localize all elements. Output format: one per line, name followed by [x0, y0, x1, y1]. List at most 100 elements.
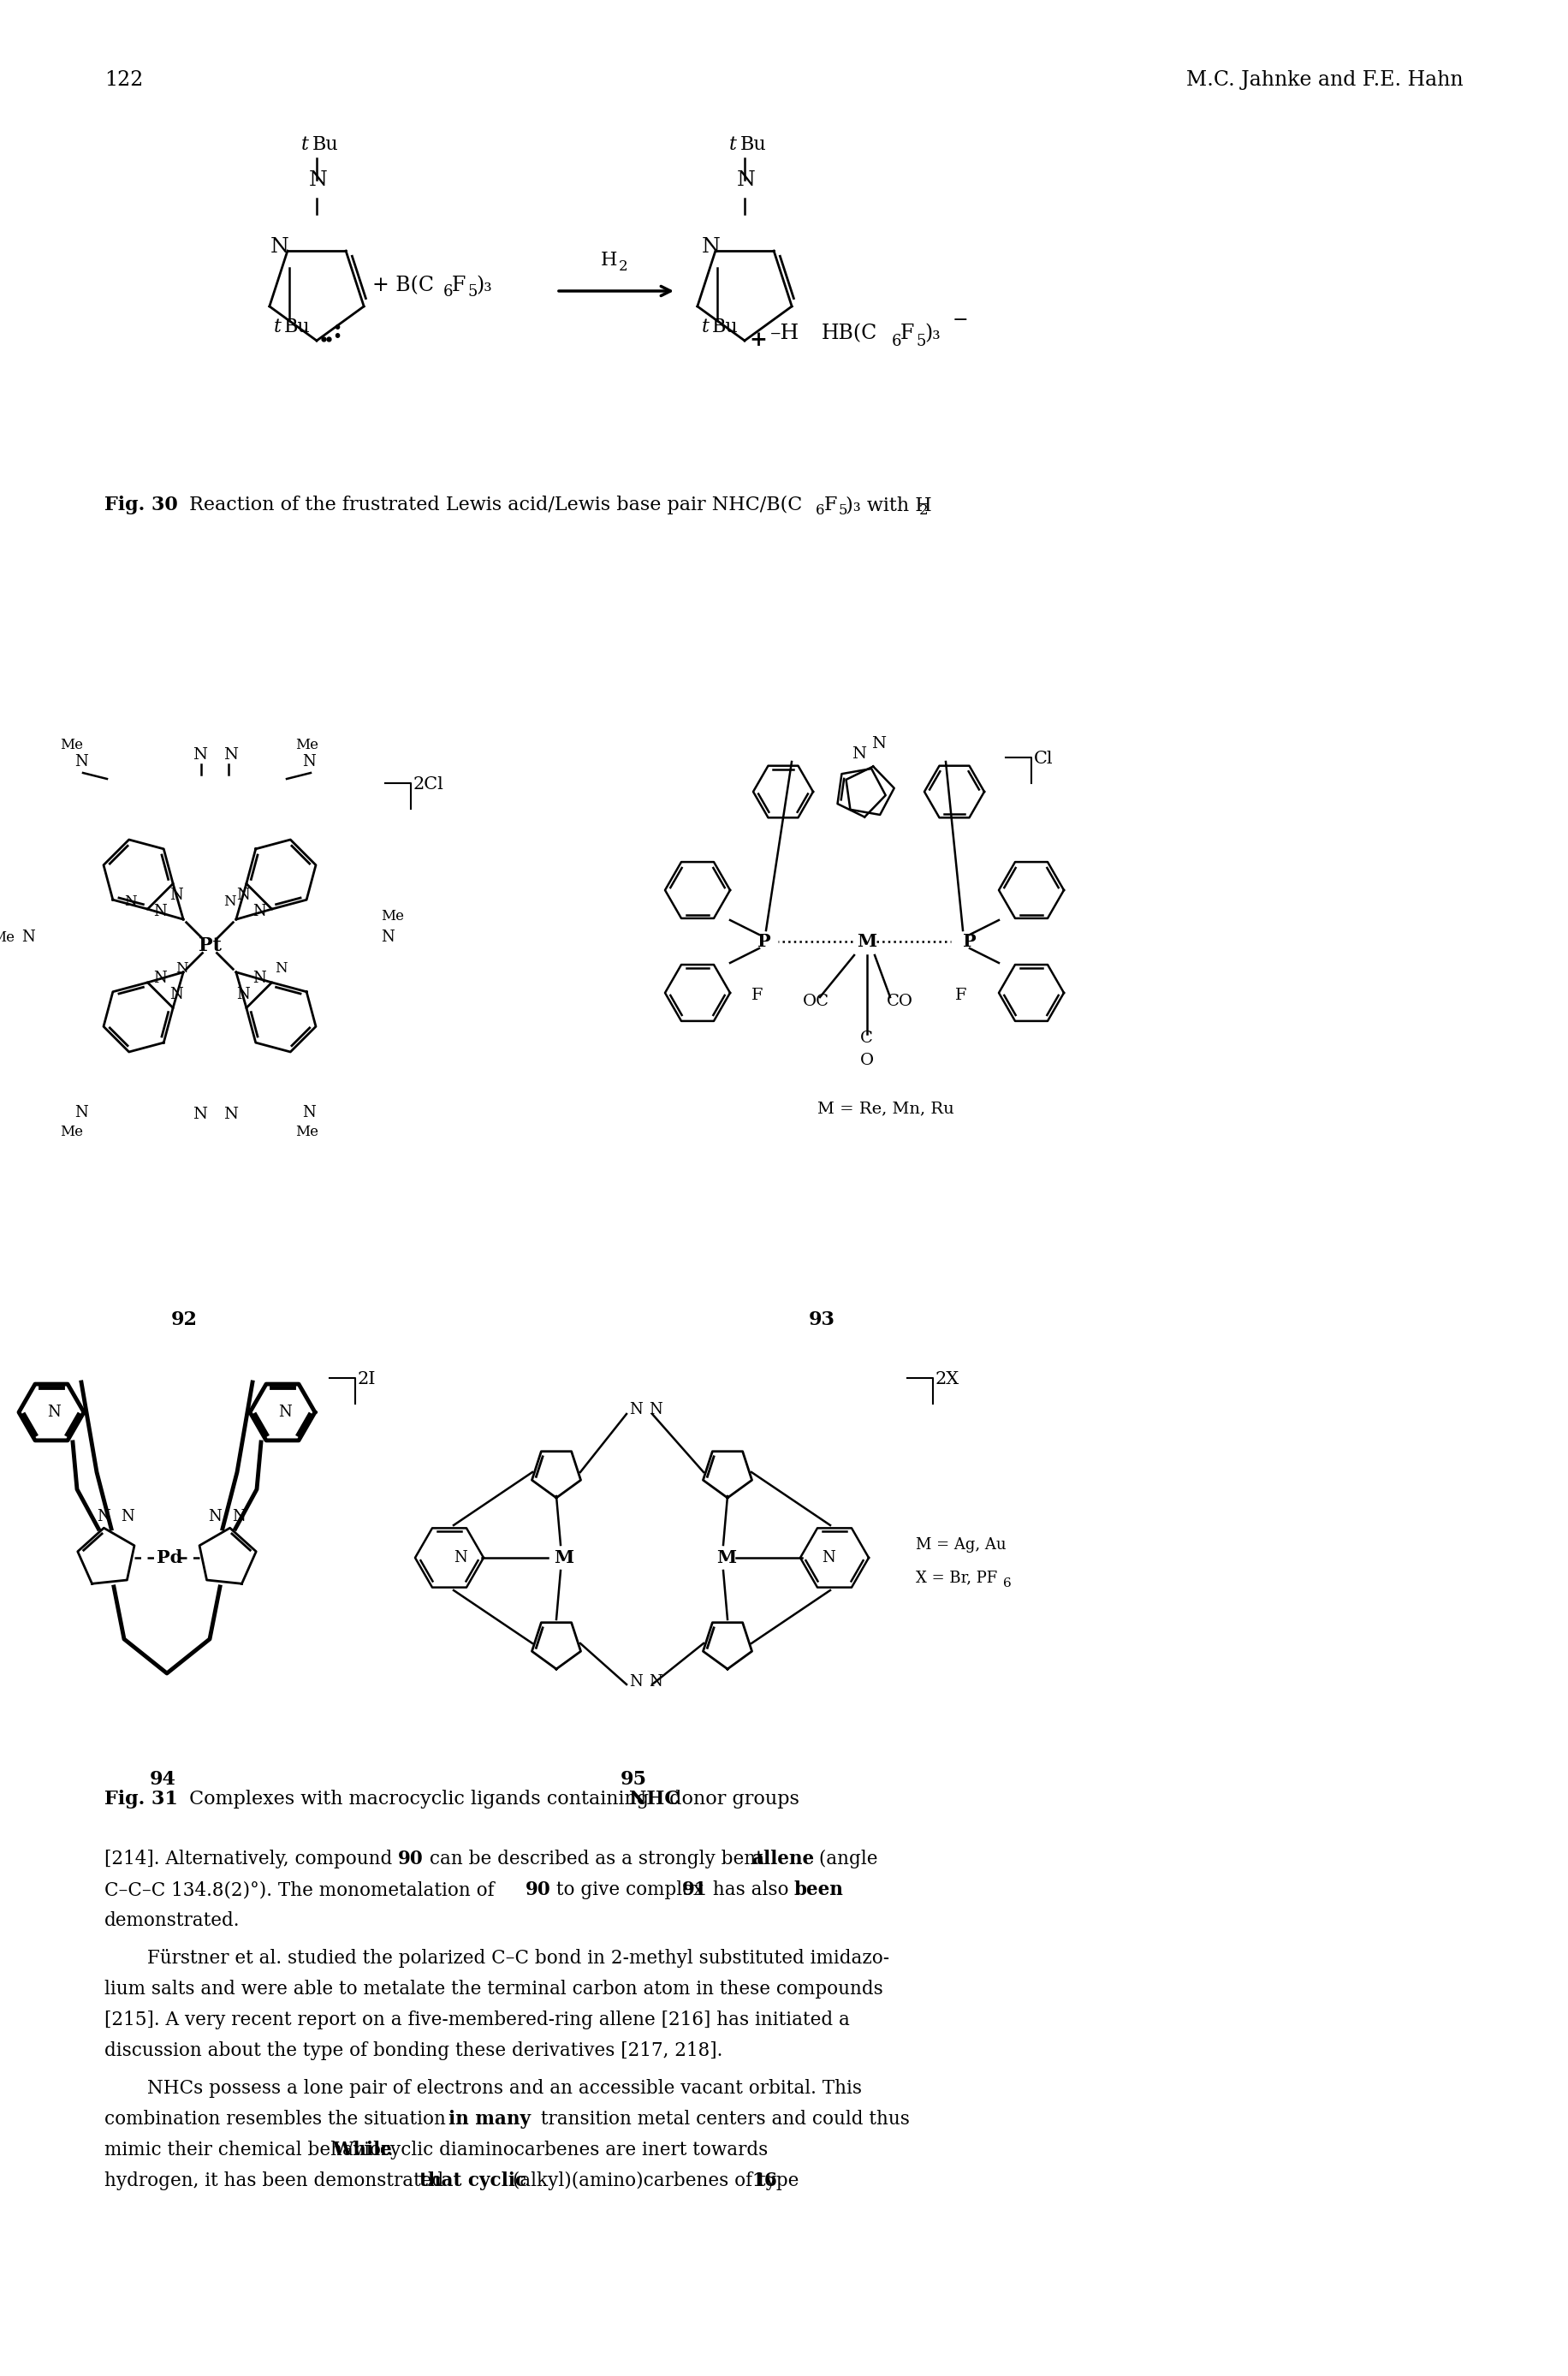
Text: N: N [274, 960, 287, 977]
Text: t: t [301, 135, 309, 154]
Text: C: C [861, 1031, 873, 1045]
Text: N: N [629, 1675, 643, 1689]
Text: Fürstner et al. studied the polarized C–C bond in 2-methyl substituted imidazo-: Fürstner et al. studied the polarized C–… [147, 1948, 889, 1967]
Text: N: N [74, 753, 88, 770]
Text: Me: Me [295, 739, 318, 753]
Text: 95: 95 [619, 1770, 646, 1789]
Text: 2I: 2I [358, 1371, 376, 1388]
Text: N: N [303, 1105, 315, 1121]
Text: 92: 92 [171, 1312, 198, 1328]
Text: N: N [223, 1107, 238, 1121]
Text: 5: 5 [469, 285, 478, 299]
Text: N: N [309, 171, 328, 190]
Text: N: N [193, 1107, 207, 1121]
Text: demonstrated.: demonstrated. [105, 1910, 240, 1929]
Text: N: N [235, 889, 249, 903]
Text: Me: Me [295, 1124, 318, 1138]
Text: N: N [270, 238, 289, 257]
Text: N: N [278, 1404, 292, 1421]
Text: )₃ with H: )₃ with H [845, 497, 931, 513]
Text: t: t [729, 135, 737, 154]
Text: N: N [381, 929, 395, 946]
Text: NHC: NHC [629, 1789, 679, 1808]
Text: X = Br, PF: X = Br, PF [916, 1571, 997, 1585]
Text: N: N [193, 746, 207, 763]
Text: P: P [963, 934, 977, 950]
Text: Fig. 31: Fig. 31 [105, 1789, 177, 1808]
Text: to give complex: to give complex [550, 1879, 709, 1898]
Text: + B(C: + B(C [372, 276, 434, 295]
Text: Complexes with macrocyclic ligands containing: Complexes with macrocyclic ligands conta… [183, 1789, 655, 1808]
Text: N: N [97, 1509, 110, 1525]
Text: N: N [649, 1402, 662, 1418]
Text: N: N [154, 969, 166, 986]
Text: F: F [900, 323, 914, 342]
Text: [214]. Alternatively, compound: [214]. Alternatively, compound [105, 1849, 398, 1868]
Text: Me: Me [60, 1124, 83, 1138]
Text: O: O [861, 1053, 873, 1069]
Text: 6: 6 [444, 285, 453, 299]
Text: N: N [154, 905, 166, 920]
Text: Me: Me [60, 739, 83, 753]
Text: allene: allene [751, 1849, 814, 1868]
Text: 2: 2 [619, 259, 627, 273]
Text: N: N [649, 1675, 662, 1689]
Text: F: F [751, 988, 764, 1003]
Text: M: M [554, 1549, 574, 1566]
Text: N: N [851, 746, 866, 763]
Text: )₃: )₃ [475, 276, 492, 295]
Text: Bu: Bu [740, 135, 767, 154]
Text: 90: 90 [525, 1879, 550, 1898]
Text: 122: 122 [105, 71, 143, 90]
Text: OC: OC [803, 993, 829, 1010]
Text: N: N [453, 1549, 467, 1566]
Text: N: N [252, 969, 267, 986]
Text: F: F [825, 497, 837, 513]
Text: cyclic diaminocarbenes are inert towards: cyclic diaminocarbenes are inert towards [375, 2141, 768, 2160]
Text: N: N [629, 1402, 643, 1418]
Text: C–C–C 134.8(2)°). The monometalation of: C–C–C 134.8(2)°). The monometalation of [105, 1879, 500, 1898]
Text: Pt: Pt [199, 936, 221, 955]
Text: M = Ag, Au: M = Ag, Au [916, 1537, 1007, 1552]
Text: 90: 90 [398, 1849, 423, 1868]
Text: N: N [223, 896, 235, 910]
Text: P: P [757, 934, 771, 950]
Text: +: + [750, 330, 767, 349]
Text: t: t [274, 318, 282, 337]
Text: been: been [793, 1879, 844, 1898]
Text: lium salts and were able to metalate the terminal carbon atom in these compounds: lium salts and were able to metalate the… [105, 1979, 883, 1998]
Text: has also: has also [707, 1879, 795, 1898]
Text: mimic their chemical behavior.: mimic their chemical behavior. [105, 2141, 400, 2160]
Text: donor groups: donor groups [663, 1789, 800, 1808]
Text: hydrogen, it has been demonstrated: hydrogen, it has been demonstrated [105, 2172, 450, 2191]
Text: N: N [872, 737, 886, 751]
Text: that cyclic: that cyclic [419, 2172, 527, 2191]
Text: (alkyl)(amino)carbenes of type: (alkyl)(amino)carbenes of type [506, 2172, 804, 2191]
Text: N: N [702, 238, 720, 257]
Text: N: N [124, 896, 136, 910]
Text: 6: 6 [815, 504, 825, 518]
Text: N: N [47, 1404, 61, 1421]
Text: combination resembles the situation: combination resembles the situation [105, 2110, 452, 2129]
Text: 93: 93 [809, 1312, 834, 1328]
Text: N: N [121, 1509, 135, 1525]
Text: )₃: )₃ [925, 323, 941, 342]
Text: N: N [252, 905, 267, 920]
Text: Fig. 30: Fig. 30 [105, 497, 177, 513]
Text: M = Re, Mn, Ru: M = Re, Mn, Ru [817, 1100, 953, 1117]
Text: (angle: (angle [814, 1849, 878, 1868]
Text: −: − [953, 311, 969, 330]
Text: F: F [955, 988, 967, 1003]
Text: HB(C: HB(C [822, 323, 878, 342]
Text: discussion about the type of bonding these derivatives [217, 218].: discussion about the type of bonding the… [105, 2041, 723, 2060]
Text: 2Cl: 2Cl [414, 777, 444, 794]
Text: Me: Me [0, 931, 14, 946]
Text: 16: 16 [751, 2172, 778, 2191]
Text: N: N [822, 1549, 836, 1566]
Text: N: N [737, 171, 756, 190]
Text: can be described as a strongly bent: can be described as a strongly bent [423, 1849, 770, 1868]
Text: Bu: Bu [312, 135, 339, 154]
Text: N: N [232, 1509, 246, 1525]
Text: N: N [169, 986, 183, 1003]
Text: N: N [22, 929, 34, 946]
